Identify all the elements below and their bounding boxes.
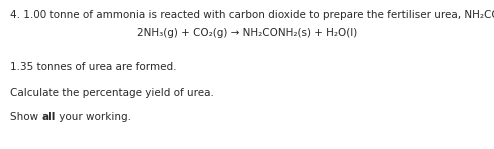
Text: all: all <box>41 112 56 122</box>
Text: Show: Show <box>10 112 41 122</box>
Text: 2NH₃(g) + CO₂(g) → NH₂CONH₂(s) + H₂O(l): 2NH₃(g) + CO₂(g) → NH₂CONH₂(s) + H₂O(l) <box>137 28 357 38</box>
Text: Calculate the percentage yield of urea.: Calculate the percentage yield of urea. <box>10 88 214 98</box>
Text: 1.35 tonnes of urea are formed.: 1.35 tonnes of urea are formed. <box>10 62 176 72</box>
Text: your working.: your working. <box>56 112 131 122</box>
Text: 4. 1.00 tonne of ammonia is reacted with carbon dioxide to prepare the fertilise: 4. 1.00 tonne of ammonia is reacted with… <box>10 10 494 20</box>
